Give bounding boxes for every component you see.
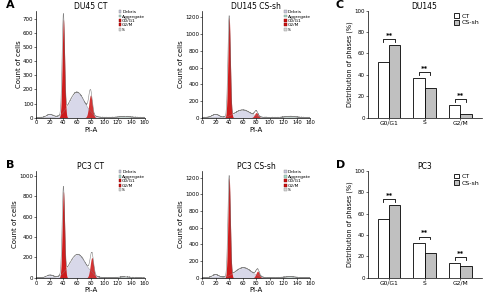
Text: A: A	[6, 0, 15, 10]
Text: C: C	[336, 0, 344, 10]
Bar	[378, 62, 389, 118]
Text: **: **	[421, 230, 428, 236]
Text: D: D	[336, 160, 345, 170]
Legend: Debris, Aggregate, G0/G1, G2/M, S: Debris, Aggregate, G0/G1, G2/M, S	[284, 170, 312, 192]
Bar	[389, 205, 400, 278]
Title: DU145: DU145	[412, 2, 438, 11]
Title: PC3 CT: PC3 CT	[77, 162, 104, 171]
Text: **: **	[421, 66, 428, 72]
Text: **: **	[385, 33, 393, 39]
Y-axis label: Count of cells: Count of cells	[178, 40, 184, 88]
Bar	[449, 263, 460, 278]
Bar	[460, 266, 471, 278]
Legend: CT, CS-sh: CT, CS-sh	[454, 173, 480, 186]
Text: B: B	[6, 160, 15, 170]
Bar	[378, 219, 389, 278]
Bar	[460, 115, 471, 118]
Text: **: **	[456, 251, 464, 257]
X-axis label: PI-A: PI-A	[84, 127, 97, 133]
Bar	[449, 105, 460, 118]
X-axis label: PI-A: PI-A	[250, 127, 263, 133]
Y-axis label: Count of cells: Count of cells	[15, 40, 22, 88]
Title: DU145 CS-sh: DU145 CS-sh	[231, 2, 281, 11]
Y-axis label: Count of cells: Count of cells	[12, 200, 18, 248]
Y-axis label: Count of cells: Count of cells	[178, 200, 184, 248]
Legend: CT, CS-sh: CT, CS-sh	[454, 13, 480, 26]
Legend: Debris, Aggregate, G0/G1, G2/M, S: Debris, Aggregate, G0/G1, G2/M, S	[284, 10, 312, 32]
Y-axis label: Distribution of phases (%): Distribution of phases (%)	[347, 21, 353, 107]
Bar	[389, 45, 400, 118]
Title: PC3 CS-sh: PC3 CS-sh	[237, 162, 275, 171]
Bar	[413, 78, 424, 118]
Bar	[424, 88, 436, 118]
Text: **: **	[456, 93, 464, 99]
Bar	[424, 253, 436, 278]
Y-axis label: Distribution of phases (%): Distribution of phases (%)	[347, 182, 353, 267]
X-axis label: PI-A: PI-A	[84, 287, 97, 293]
Title: DU45 CT: DU45 CT	[74, 2, 107, 11]
Text: **: **	[385, 193, 393, 199]
Bar	[413, 243, 424, 278]
Title: PC3: PC3	[417, 162, 432, 171]
Legend: Debris, Aggregate, G0/G1, G2/M, S: Debris, Aggregate, G0/G1, G2/M, S	[118, 10, 146, 32]
Legend: Debris, Aggregate, G0/G1, G2/M, S: Debris, Aggregate, G0/G1, G2/M, S	[118, 170, 146, 192]
X-axis label: PI-A: PI-A	[250, 287, 263, 293]
